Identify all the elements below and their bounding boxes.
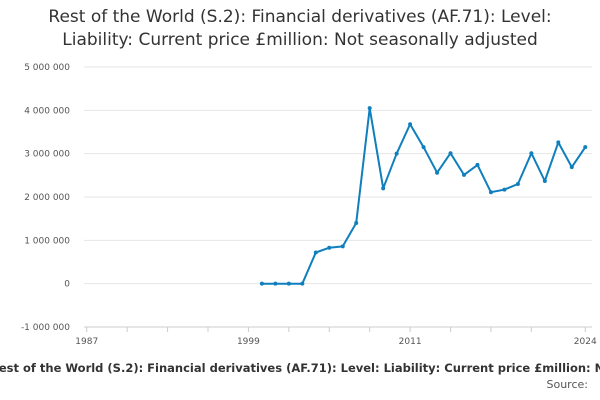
data-point[interactable] — [300, 281, 305, 286]
data-point[interactable] — [408, 122, 413, 127]
data-point[interactable] — [394, 151, 399, 156]
legend-series-label[interactable]: Rest of the World (S.2): Financial deriv… — [0, 361, 600, 375]
data-point[interactable] — [448, 151, 453, 156]
data-point[interactable] — [488, 190, 493, 195]
data-point[interactable] — [462, 172, 466, 177]
x-tick-label: 1987 — [75, 337, 98, 347]
data-point[interactable] — [259, 281, 264, 286]
data-point[interactable] — [529, 151, 534, 156]
y-tick-label: 3 000 000 — [24, 150, 70, 160]
source-label[interactable]: Source: — [546, 378, 589, 391]
chart-title-line-2: Liability: Current price £million: Not s… — [62, 30, 538, 50]
y-tick-label: 4 000 000 — [24, 106, 70, 116]
x-tick-label: 2011 — [399, 337, 422, 347]
data-point[interactable] — [381, 186, 386, 191]
y-tick-label: 5 000 000 — [24, 63, 70, 73]
data-point[interactable] — [435, 170, 440, 175]
series-line[interactable] — [260, 107, 587, 285]
chart-title-line-1: Rest of the World (S.2): Financial deriv… — [48, 7, 552, 27]
y-tick-label: -1 000 000 — [21, 323, 70, 333]
y-tick-label: 2 000 000 — [24, 193, 70, 203]
data-point[interactable] — [286, 281, 291, 286]
data-point[interactable] — [340, 244, 345, 249]
data-point[interactable] — [421, 145, 426, 150]
data-point[interactable] — [583, 145, 588, 150]
data-point[interactable] — [542, 178, 547, 183]
data-point[interactable] — [313, 250, 318, 255]
chart-title: Rest of the World (S.2): Financial deriv… — [0, 6, 600, 52]
x-tick-label: 1999 — [237, 337, 260, 347]
x-tick-label: 2024 — [574, 337, 597, 347]
y-tick-label: 1 000 000 — [24, 236, 70, 246]
data-point[interactable] — [273, 281, 278, 286]
data-point[interactable] — [502, 187, 507, 192]
y-tick-label: 0 — [64, 280, 70, 290]
data-point[interactable] — [569, 165, 574, 170]
data-point[interactable] — [354, 221, 359, 225]
data-point[interactable] — [367, 106, 372, 111]
data-point[interactable] — [515, 182, 520, 186]
data-point[interactable] — [556, 140, 561, 145]
data-point[interactable] — [327, 245, 332, 250]
data-point[interactable] — [475, 162, 480, 167]
